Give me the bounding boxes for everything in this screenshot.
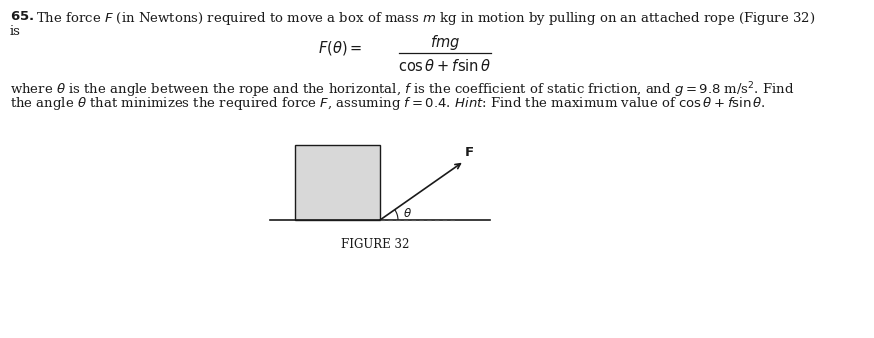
Text: where $\theta$ is the angle between the rope and the horizontal, $f$ is the coef: where $\theta$ is the angle between the … [10,80,794,100]
Text: $fmg$: $fmg$ [430,32,460,51]
Text: $\cos\theta + f\sin\theta$: $\cos\theta + f\sin\theta$ [399,58,491,74]
Text: $F(\theta) =$: $F(\theta) =$ [318,39,362,57]
Text: $\mathbf{65.}$: $\mathbf{65.}$ [10,10,34,23]
Text: The force $F$ (in Newtons) required to move a box of mass $m$ kg in motion by pu: The force $F$ (in Newtons) required to m… [36,10,815,27]
Text: is: is [10,25,21,38]
Text: $\mathbf{F}$: $\mathbf{F}$ [464,146,474,159]
Text: $\theta$: $\theta$ [403,208,412,220]
Text: FIGURE 32: FIGURE 32 [341,238,409,251]
Bar [295,145,380,220]
Text: the angle $\theta$ that minimizes the required force $F$, assuming $f = 0.4$. $\: the angle $\theta$ that minimizes the re… [10,95,766,112]
